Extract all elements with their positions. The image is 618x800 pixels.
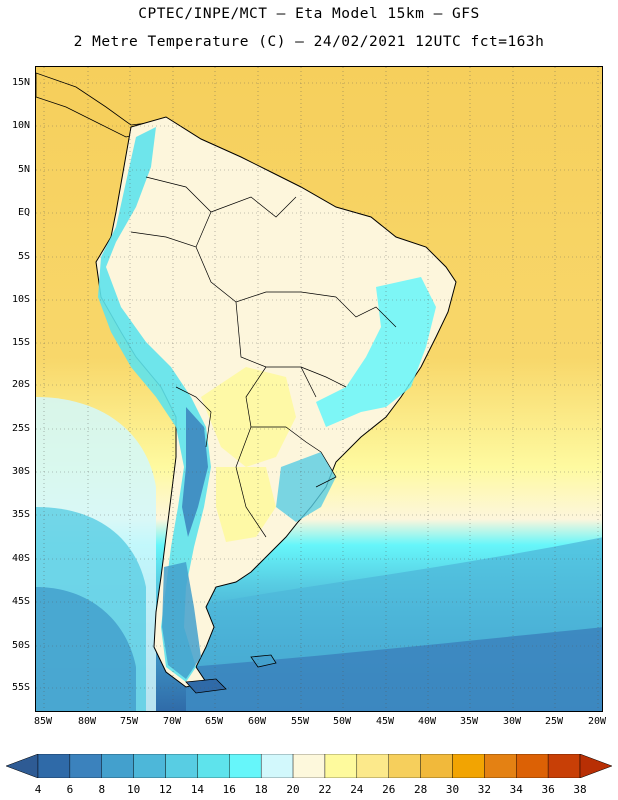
lat-label: 15N: [11, 77, 30, 88]
colorbar-swatch: [229, 754, 262, 778]
colorbar-swatch: [292, 754, 326, 778]
colorbar-tick-label: 6: [66, 783, 74, 796]
lon-label: 50W: [332, 716, 352, 727]
colorbar-tick-label: 12: [158, 783, 173, 796]
colorbar-tick-label: 28: [413, 783, 428, 796]
colorbar-swatch: [260, 754, 294, 778]
colorbar-tick-label: 20: [286, 783, 300, 796]
colorbar-swatch: [356, 754, 389, 778]
colorbar-tick-label: 38: [573, 783, 587, 796]
lon-label: 55W: [290, 716, 310, 727]
colorbar-tick-label: 18: [254, 783, 268, 796]
colorbar-swatch: [37, 754, 71, 778]
lat-label: 10N: [11, 120, 30, 131]
colorbar-tick-label: 24: [350, 783, 364, 796]
pampas-warm: [216, 467, 276, 542]
colorbar-swatch: [452, 754, 485, 778]
colorbar-tick-label: 8: [98, 783, 106, 796]
colorbar-right-cap: [579, 754, 612, 778]
colorbar-swatch: [133, 754, 166, 778]
colorbar-swatch: [165, 754, 198, 778]
pacific-coldest-region: [36, 587, 136, 711]
lat-label: 55S: [11, 682, 30, 693]
map-title-line1: CPTEC/INPE/MCT – Eta Model 15km – GFS: [138, 6, 480, 22]
colorbar-swatch: [547, 754, 581, 778]
colorbar-swatch: [516, 754, 549, 778]
country-borders: [130, 176, 397, 538]
southern-brazil-cool: [276, 452, 336, 522]
falkland-islands: [250, 654, 277, 668]
andes-cold-ridge: [98, 127, 211, 682]
colorbar-tick-label: 26: [382, 783, 396, 796]
brazil-highlands-cool: [316, 277, 436, 427]
lat-label: 45S: [11, 596, 30, 607]
lat-label: 5S: [17, 251, 30, 262]
lon-label: 65W: [204, 716, 224, 727]
map-title-line2: 2 Metre Temperature (C) – 24/02/2021 12U…: [73, 34, 545, 50]
colorbar-tick-label: 22: [318, 783, 332, 796]
lon-label: 20W: [587, 716, 607, 727]
lon-label: 60W: [247, 716, 267, 727]
colorbar-tick-label: 34: [509, 783, 523, 796]
lon-label: 45W: [375, 716, 395, 727]
lon-label: 30W: [502, 716, 522, 727]
lat-label: 35S: [11, 509, 30, 520]
interior-warm: [201, 367, 296, 467]
colorbar-swatch: [197, 754, 230, 778]
lat-label: 25S: [11, 423, 30, 434]
lat-label: 5N: [17, 164, 30, 175]
colorbar-swatch: [484, 754, 517, 778]
patagonia-cold: [162, 562, 201, 679]
colorbar-tick-label: 10: [127, 783, 141, 796]
colorbar-swatch: [388, 754, 421, 778]
lat-label: EQ: [17, 207, 30, 218]
colorbar-tick-label: 14: [190, 783, 205, 796]
lat-label: 15S: [11, 337, 30, 348]
atlantic-coldest-band: [186, 627, 602, 711]
lat-label: 30S: [11, 466, 30, 477]
colorbar-left-cap: [6, 754, 39, 778]
lon-label: 25W: [544, 716, 564, 727]
tierra-del-fuego: [185, 678, 227, 694]
colorbar-tick-label: 16: [222, 783, 236, 796]
lat-label: 40S: [11, 553, 30, 564]
colorbar-swatch: [324, 754, 358, 778]
colorbar: [6, 754, 612, 778]
colorbar-tick-label: 4: [34, 783, 42, 796]
lon-label: 70W: [162, 716, 182, 727]
colorbar-swatch: [69, 754, 102, 778]
lon-label: 75W: [119, 716, 139, 727]
lon-label: 40W: [417, 716, 437, 727]
colorbar-tick-label: 32: [477, 783, 491, 796]
lat-label: 50S: [11, 640, 30, 651]
andes-coldest-core: [182, 407, 208, 537]
colorbar-swatch: [101, 754, 134, 778]
colorbar-tick-label: 30: [445, 783, 460, 796]
colorbar-swatch: [420, 754, 453, 778]
lat-label: 20S: [11, 379, 30, 390]
lat-label: 10S: [11, 294, 30, 305]
lon-label: 80W: [77, 716, 97, 727]
lon-label: 35W: [459, 716, 479, 727]
colorbar-tick-label: 36: [541, 783, 555, 796]
graticule: [36, 67, 602, 711]
lon-label: 85W: [33, 716, 53, 727]
temperature-map: [35, 66, 603, 712]
